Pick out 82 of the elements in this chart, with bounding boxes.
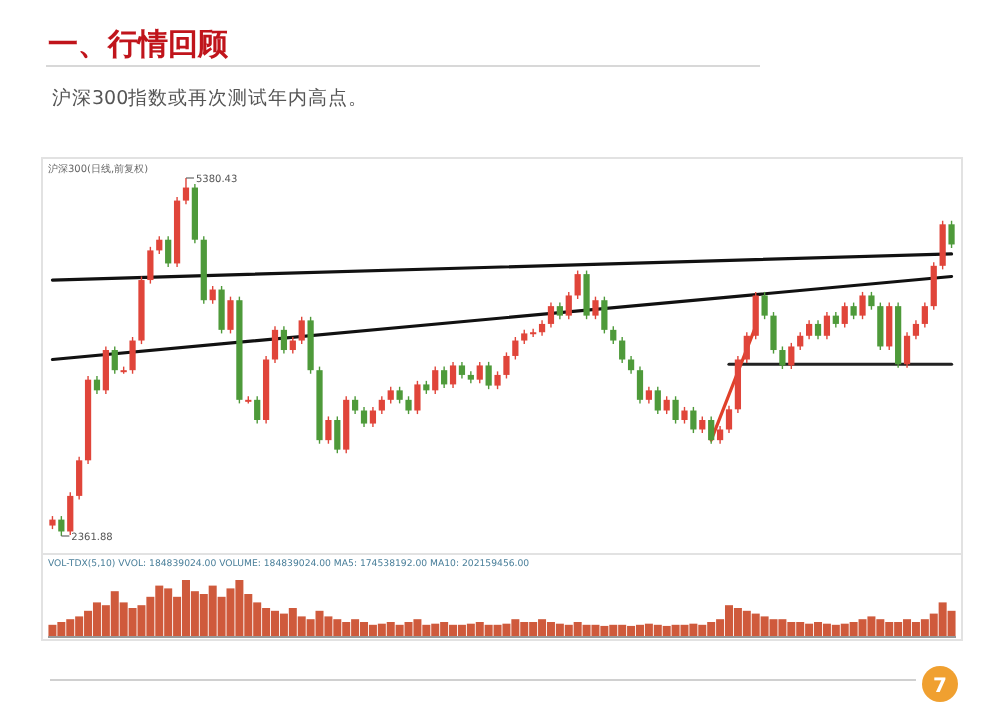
candlestick: [147, 246, 154, 285]
candlestick: [441, 365, 448, 389]
candlestick: [182, 177, 190, 205]
bar: [778, 619, 787, 636]
candlestick: [432, 365, 439, 395]
bar: [404, 622, 413, 636]
bar: [680, 624, 689, 636]
bar: [137, 605, 146, 636]
text: 7: [933, 676, 948, 698]
candlestick: [619, 336, 626, 364]
candlestick: [708, 415, 715, 445]
candlestick: [254, 395, 261, 425]
candlestick: [129, 336, 136, 375]
candlestick: [761, 291, 768, 320]
candlestick: [449, 361, 457, 389]
candlestick: [636, 365, 644, 405]
candlestick: [690, 406, 697, 434]
candlestick: [476, 361, 483, 384]
candlestick: [227, 295, 234, 335]
candlestick: [770, 311, 777, 355]
candlestick: [903, 331, 911, 369]
bar: [493, 624, 502, 636]
candlestick: [280, 325, 288, 355]
candlestick: [948, 220, 955, 249]
candlestick: [788, 342, 795, 370]
candlestick: [823, 311, 831, 341]
candlestick: [102, 345, 109, 395]
candlestick: [485, 361, 492, 390]
chart-title: 一、行情回顾: [48, 26, 230, 62]
bar: [724, 605, 734, 636]
candlestick: [779, 345, 786, 370]
candlestick: [806, 319, 813, 341]
candlestick: [841, 301, 848, 329]
candlestick: [752, 291, 759, 341]
bar: [502, 623, 511, 636]
candlestick: [672, 395, 679, 425]
bar: [48, 624, 57, 636]
candlestick: [414, 380, 421, 415]
candlestick: [654, 386, 661, 415]
candlestick: [67, 491, 74, 536]
candlestick: [218, 285, 225, 335]
candlestick: [939, 220, 946, 271]
candlestick: [725, 405, 733, 434]
candlestick: [921, 301, 928, 329]
candlestick: [583, 269, 590, 320]
candlestick: [298, 316, 305, 345]
candlestick: [503, 351, 510, 380]
candlestick: [574, 269, 581, 300]
bar: [947, 610, 956, 636]
candlestick: [165, 235, 172, 268]
bar: [591, 624, 600, 636]
bar: [270, 610, 280, 636]
candlestick: [877, 301, 884, 351]
chart-subtitle: 沪深300指数或再次测试年内高点。: [52, 86, 369, 110]
candlestick: [360, 406, 368, 428]
candlestick: [912, 319, 920, 341]
candlestick: [601, 295, 608, 335]
candlestick: [334, 415, 341, 454]
bar: [128, 608, 137, 636]
candlestick: [325, 415, 332, 445]
candlestick: [76, 456, 83, 501]
bar: [413, 619, 422, 636]
bar: [769, 619, 778, 636]
candlestick: [859, 291, 866, 320]
candlestick: [930, 261, 937, 311]
candlestick: [743, 331, 750, 364]
candlestick: [512, 336, 519, 361]
bar: [582, 624, 591, 636]
candlestick: [369, 406, 377, 428]
bar: [324, 616, 333, 636]
candlestick: [592, 295, 599, 320]
candlestick: [814, 319, 822, 341]
bar: [226, 588, 235, 636]
candlestick: [565, 291, 572, 320]
bar: [671, 624, 680, 636]
candlestick: [886, 301, 893, 351]
bar: [315, 610, 324, 636]
candlestick: [547, 301, 555, 329]
bar: [867, 616, 876, 636]
bar: [858, 619, 867, 636]
candlestick: [271, 325, 279, 364]
candlestick: [111, 345, 118, 375]
